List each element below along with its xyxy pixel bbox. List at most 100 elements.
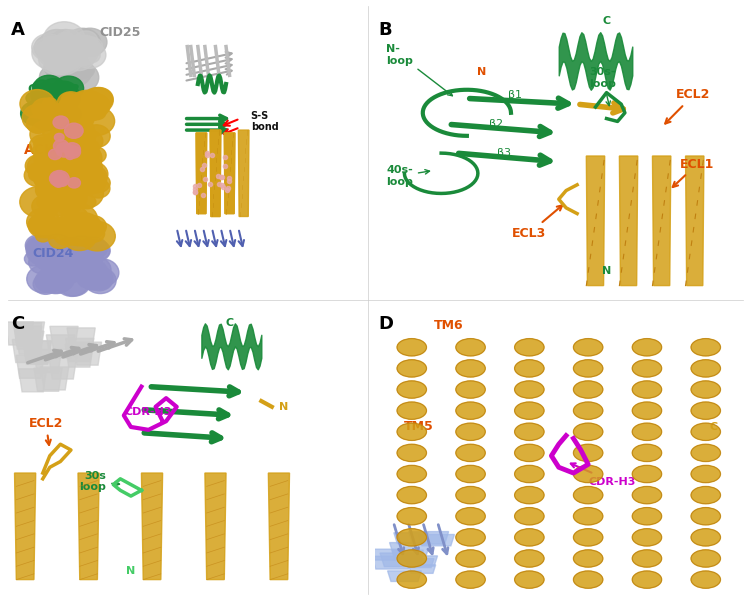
Circle shape bbox=[61, 204, 98, 234]
Ellipse shape bbox=[456, 444, 485, 461]
Circle shape bbox=[33, 161, 71, 192]
Ellipse shape bbox=[574, 423, 603, 440]
Text: CID24: CID24 bbox=[33, 247, 74, 260]
Ellipse shape bbox=[456, 402, 485, 419]
Text: C: C bbox=[602, 16, 610, 26]
Ellipse shape bbox=[456, 508, 485, 525]
Polygon shape bbox=[5, 322, 34, 345]
Circle shape bbox=[68, 153, 102, 182]
Circle shape bbox=[40, 234, 74, 262]
Circle shape bbox=[47, 68, 69, 86]
Ellipse shape bbox=[397, 508, 427, 525]
Circle shape bbox=[43, 170, 60, 185]
Ellipse shape bbox=[514, 360, 544, 377]
Circle shape bbox=[73, 28, 107, 56]
Circle shape bbox=[32, 98, 58, 119]
Circle shape bbox=[49, 254, 86, 284]
Circle shape bbox=[54, 56, 92, 87]
Polygon shape bbox=[23, 341, 51, 364]
Circle shape bbox=[84, 225, 104, 242]
Circle shape bbox=[74, 31, 98, 50]
Circle shape bbox=[58, 250, 94, 279]
Text: β3: β3 bbox=[496, 148, 511, 158]
Text: CRL: CRL bbox=[44, 184, 70, 197]
Circle shape bbox=[27, 208, 59, 235]
Text: N: N bbox=[602, 266, 611, 276]
Circle shape bbox=[40, 205, 66, 226]
Circle shape bbox=[38, 240, 60, 259]
Circle shape bbox=[56, 143, 74, 157]
Circle shape bbox=[26, 155, 53, 177]
Polygon shape bbox=[268, 473, 290, 580]
Circle shape bbox=[68, 140, 99, 166]
Ellipse shape bbox=[574, 571, 603, 588]
Ellipse shape bbox=[514, 423, 544, 440]
Text: A: A bbox=[11, 20, 25, 38]
Circle shape bbox=[28, 215, 54, 235]
Circle shape bbox=[46, 151, 62, 163]
Circle shape bbox=[39, 266, 73, 293]
Circle shape bbox=[74, 41, 106, 68]
Circle shape bbox=[51, 127, 65, 139]
Circle shape bbox=[50, 248, 62, 259]
Circle shape bbox=[91, 272, 106, 284]
Circle shape bbox=[71, 256, 91, 272]
Circle shape bbox=[61, 62, 99, 93]
Ellipse shape bbox=[691, 444, 721, 461]
Circle shape bbox=[39, 45, 64, 67]
Polygon shape bbox=[49, 356, 76, 379]
Circle shape bbox=[46, 148, 70, 167]
Circle shape bbox=[51, 56, 79, 79]
Circle shape bbox=[85, 259, 118, 286]
Polygon shape bbox=[65, 338, 94, 361]
Ellipse shape bbox=[514, 571, 544, 588]
Text: C: C bbox=[11, 314, 24, 332]
Circle shape bbox=[86, 88, 113, 110]
Circle shape bbox=[68, 256, 90, 274]
Ellipse shape bbox=[632, 508, 662, 525]
Circle shape bbox=[63, 218, 98, 246]
Circle shape bbox=[33, 222, 47, 234]
Ellipse shape bbox=[456, 550, 485, 567]
Circle shape bbox=[42, 217, 56, 229]
Circle shape bbox=[44, 256, 61, 269]
Circle shape bbox=[50, 170, 69, 187]
Circle shape bbox=[55, 84, 79, 104]
Circle shape bbox=[54, 217, 69, 229]
Text: CID25: CID25 bbox=[100, 26, 141, 38]
Circle shape bbox=[40, 110, 79, 142]
Circle shape bbox=[73, 224, 88, 238]
Circle shape bbox=[49, 81, 78, 105]
Circle shape bbox=[35, 106, 58, 125]
Circle shape bbox=[34, 137, 50, 151]
Circle shape bbox=[94, 245, 110, 258]
Circle shape bbox=[56, 63, 82, 85]
Circle shape bbox=[80, 215, 106, 237]
Circle shape bbox=[77, 127, 96, 142]
Ellipse shape bbox=[574, 550, 603, 567]
Circle shape bbox=[59, 41, 79, 56]
Circle shape bbox=[60, 106, 81, 123]
Circle shape bbox=[85, 268, 113, 291]
Circle shape bbox=[70, 176, 89, 191]
Circle shape bbox=[64, 143, 102, 174]
Ellipse shape bbox=[632, 487, 662, 504]
Circle shape bbox=[38, 242, 56, 257]
Text: CDR-H3: CDR-H3 bbox=[124, 407, 172, 418]
Circle shape bbox=[51, 113, 65, 124]
Circle shape bbox=[87, 173, 110, 193]
Ellipse shape bbox=[514, 508, 544, 525]
Polygon shape bbox=[380, 553, 424, 566]
Circle shape bbox=[50, 29, 82, 56]
Polygon shape bbox=[12, 340, 40, 362]
Circle shape bbox=[33, 89, 49, 103]
Circle shape bbox=[77, 131, 103, 152]
Circle shape bbox=[42, 258, 68, 279]
Circle shape bbox=[80, 107, 115, 136]
Circle shape bbox=[67, 178, 104, 208]
Circle shape bbox=[47, 59, 82, 88]
Circle shape bbox=[77, 165, 107, 189]
Circle shape bbox=[69, 42, 86, 55]
Circle shape bbox=[26, 236, 55, 260]
Circle shape bbox=[53, 105, 75, 124]
